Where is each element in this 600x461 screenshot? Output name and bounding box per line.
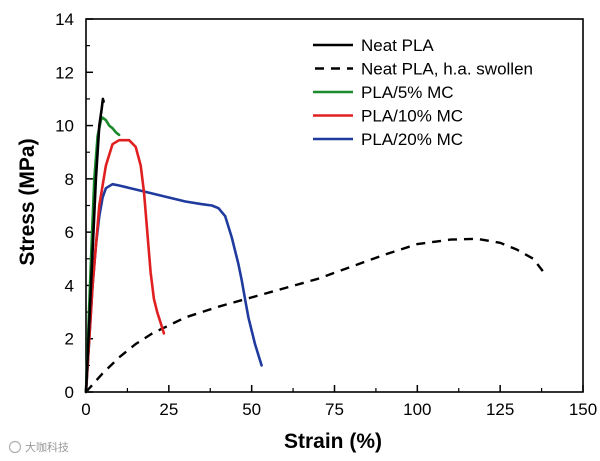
legend-label-neat-pla-h-a-swollen: Neat PLA, h.a. swollen [361, 60, 533, 79]
x-axis-ticks: 0 25 50 75 100 125 150 [81, 385, 597, 419]
series-layer [84, 97, 548, 394]
x-tick-label: 25 [159, 400, 178, 419]
series-line-pla-5-mc [84, 116, 121, 394]
y-tick-label: 6 [65, 223, 74, 242]
legend-label-pla-5-mc: PLA/5% MC [361, 83, 454, 102]
series-line-neat-pla-h-a-swollen [85, 237, 548, 393]
y-tick-label: 8 [65, 170, 74, 189]
watermark: 大咖科技 [8, 440, 69, 454]
series-line-neat-pla [84, 97, 105, 394]
x-tick-label: 50 [242, 400, 261, 419]
series-line-pla-10-mc [84, 138, 166, 394]
y-axis-ticks: 0 2 4 6 8 10 12 14 [55, 10, 93, 402]
y-tick-label: 4 [65, 276, 74, 295]
x-tick-label: 125 [486, 400, 514, 419]
x-tick-label: 150 [569, 400, 597, 419]
x-tick-label: 0 [81, 400, 90, 419]
x-tick-label: 75 [325, 400, 344, 419]
x-axis-title: Strain (%) [284, 430, 382, 453]
y-tick-label: 12 [55, 63, 74, 82]
watermark-logo-icon [8, 440, 22, 454]
y-tick-label: 10 [55, 117, 74, 136]
y-tick-label: 14 [55, 10, 74, 29]
legend: Neat PLA Neat PLA, h.a. swollen PLA/5% MC P… [313, 36, 533, 149]
x-tick-label: 100 [403, 400, 431, 419]
y-tick-label: 0 [65, 383, 74, 402]
y-axis-title: Stress (MPa) [16, 138, 39, 265]
watermark-text: 大咖科技 [25, 440, 69, 454]
y-tick-label: 2 [65, 330, 74, 349]
legend-label-pla-10-mc: PLA/10% MC [361, 107, 463, 126]
legend-label-pla-20-mc: PLA/20% MC [361, 130, 463, 149]
legend-label-neat-pla: Neat PLA [361, 36, 434, 55]
